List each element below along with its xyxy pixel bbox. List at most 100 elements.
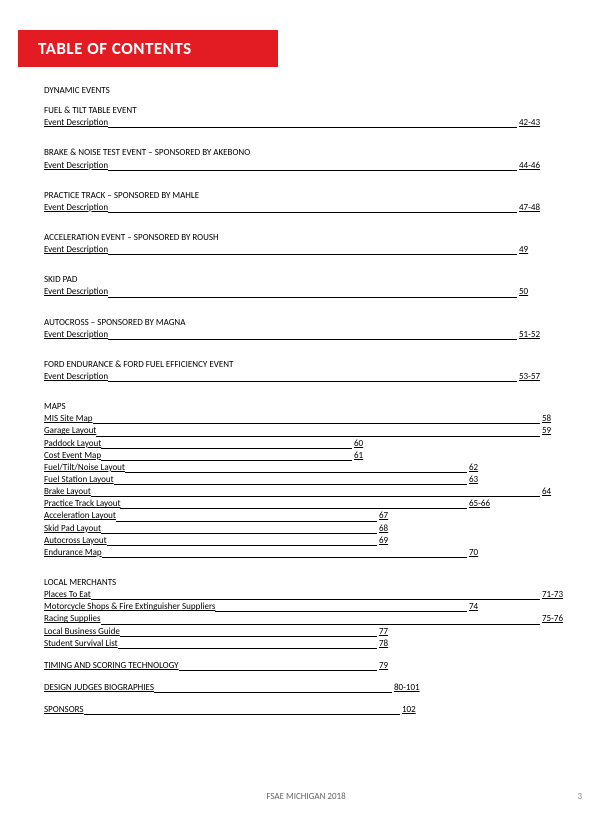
toc-entry: Event Description 42-43 [44,117,549,129]
toc-entry-label: Event Description [44,286,108,298]
spacer [44,559,572,569]
toc-entry-page: 63 [469,474,499,486]
toc-entry: Event Description 49 [44,244,549,256]
leader-line [102,557,467,558]
leader-line [101,448,352,449]
leader-line [215,611,467,612]
toc-entry-label: Event Description [44,244,108,256]
leader-line [96,436,540,437]
toc-entry-page: 69 [379,535,409,547]
section-heading: BRAKE & NOISE TEST EVENT – SPONSORED BY … [44,147,572,159]
toc-entry: Event Description53-57 [44,371,549,383]
toc-entry-label: SPONSORS [44,704,84,716]
toc-entry-page: 50 [519,286,549,298]
toc-entry: Event Description 50 [44,286,549,298]
leader-line [108,254,517,255]
toc-entry-label: Brake Layout [44,486,91,498]
toc-entry: Fuel Station Layout63 [44,474,499,486]
toc-entry: Brake Layout 64 [44,486,572,498]
toc-entry-label: Motorcycle Shops & Fire Extinguisher Sup… [44,601,215,613]
toc-entry: Event Description44-46 [44,160,549,172]
toc-entry-label: Event Description [44,329,108,341]
toc-entry-page: 78 [379,638,409,650]
leader-line [91,496,540,497]
spacer [44,256,572,266]
leader-line [108,297,517,298]
toc-entry-label: Paddock Layout [44,438,101,450]
section-heading: PRACTICE TRACK – SPONSORED BY MAHLE [44,190,572,202]
toc-entry-page: 47-48 [519,202,549,214]
toc-entry-label: Skid Pad Layout [44,523,101,535]
toc-entry: Skid Pad Layout 68 [44,523,409,535]
toc-entry-label: Acceleration Layout [44,510,116,522]
toc-entry-page: 70 [469,547,499,559]
toc-entry-label: MIS Site Map [44,413,93,425]
toc-entry-label: TIMING AND SCORING TECHNOLOGY [44,660,179,672]
spacer [44,650,572,660]
leader-line [101,624,540,625]
leader-line [114,484,467,485]
toc-entry-label: Endurance Map [44,547,102,559]
toc-entry-page: 42-43 [519,117,549,129]
leader-line [120,636,377,637]
spacer [44,214,572,224]
section-heading: MAPS [44,401,572,413]
leader-line [108,212,517,213]
leader-line [108,170,517,171]
toc-entry-page: 49 [519,244,549,256]
toc-entry: Garage Layout59 [44,425,572,437]
toc-entry: Event Description 47-48 [44,202,549,214]
toc-entry-label: Autocross Layout [44,535,107,547]
section-heading: SKID PAD [44,274,572,286]
toc-entry-label: DESIGN JUDGES BIOGRAPHIES [44,682,154,694]
toc-entry-label: Local Business Guide [44,626,120,638]
leader-line [107,545,377,546]
toc-entry-page: 60 [354,438,384,450]
leader-line [101,533,377,534]
toc-entry: Motorcycle Shops & Fire Extinguisher Sup… [44,601,499,613]
spacer [44,383,572,393]
section-heading: AUTOCROSS – SPONSORED BY MAGNA [44,317,572,329]
toc-entry: MIS Site Map 58 [44,413,572,425]
toc-entry-page: 74 [469,601,499,613]
leader-line [118,648,377,649]
toc-entry-page: 80-101 [394,682,424,694]
toc-entry-label: Garage Layout [44,425,96,437]
toc-entry-label: Event Description [44,202,108,214]
page-number: 3 [577,791,582,802]
spacer [44,129,572,139]
toc-entry: Places To Eat 71-73 [44,589,572,601]
toc-entry: Cost Event Map61 [44,450,384,462]
toc-entry-page: 75-76 [542,613,572,625]
toc-entry-page: 58 [542,413,572,425]
footer-text: FSAE MICHIGAN 2018 [0,791,612,802]
spacer [44,299,572,309]
toc-entry: SPONSORS102 [44,704,432,716]
leader-line [84,714,400,715]
toc-entry-label: Student Survival List [44,638,118,650]
toc-entry: Paddock Layout 60 [44,438,384,450]
toc-entry-page: 71-73 [542,589,572,601]
toc-entry-page: 79 [379,660,409,672]
section-heading: FORD ENDURANCE & FORD FUEL EFFICIENCY EV… [44,359,572,371]
toc-entry: Acceleration Layout 67 [44,510,409,522]
leader-line [120,508,467,509]
toc-entry-page: 68 [379,523,409,535]
spacer [44,341,572,351]
toc-entry-label: Event Description [44,371,108,383]
toc-entry: DESIGN JUDGES BIOGRAPHIES 80-101 [44,682,424,694]
toc-entry-page: 67 [379,510,409,522]
toc-entry-label: Racing Supplies [44,613,101,625]
toc-entry-page: 62 [469,462,499,474]
toc-entry-page: 51-52 [519,329,549,341]
toc-entry-page: 61 [354,450,384,462]
toc-entry-label: Event Description [44,117,108,129]
toc-entry-page: 64 [542,486,572,498]
leader-line [91,599,540,600]
section-heading: LOCAL MERCHANTS [44,577,572,589]
leader-line [101,460,352,461]
section-heading: ACCELERATION EVENT – SPONSORED BY ROUSH [44,232,572,244]
toc-entry-label: Places To Eat [44,589,91,601]
toc-content: DYNAMIC EVENTSFUEL & TILT TABLE EVENTEve… [44,85,572,716]
spacer [44,694,572,704]
